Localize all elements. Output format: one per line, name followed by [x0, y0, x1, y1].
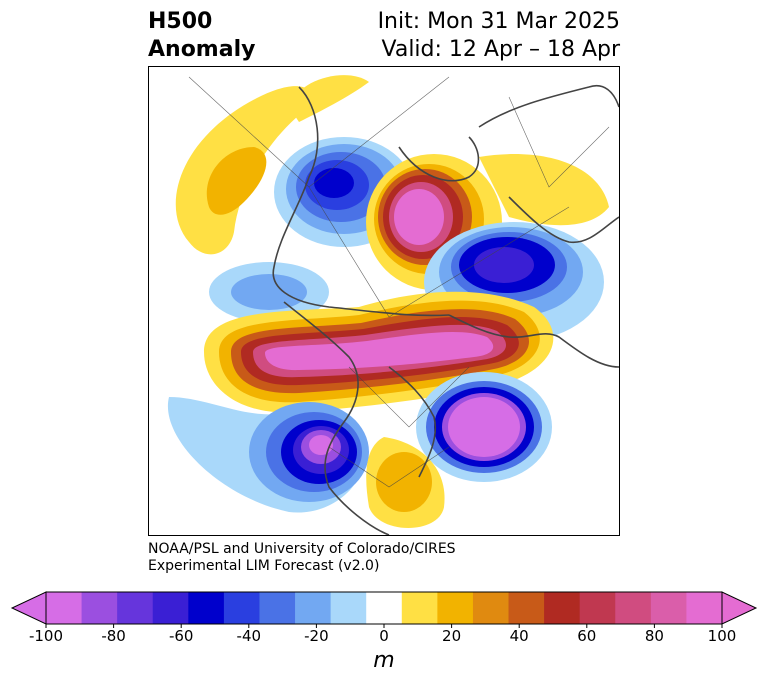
- credit-line-1: NOAA/PSL and University of Colorado/CIRE…: [148, 541, 456, 557]
- colorbar-segment: [401, 592, 438, 624]
- colorbar-segment: [152, 592, 189, 624]
- colorbar-tick-label: 0: [379, 627, 389, 645]
- map-title: H500 Anomaly: [148, 8, 255, 64]
- colorbar-tick-label: -80: [101, 627, 126, 645]
- colorbar: [10, 591, 758, 628]
- colorbar-segment: [295, 592, 332, 624]
- colorbar-segment: [615, 592, 652, 624]
- colorbar-segment: [188, 592, 225, 624]
- colorbar-tick-label: 40: [509, 627, 529, 645]
- colorbar-segment: [81, 592, 118, 624]
- anomaly-map: [148, 66, 620, 536]
- colorbar-unit: m: [373, 648, 395, 673]
- colorbar-segment: [544, 592, 581, 624]
- colorbar-segment: [117, 592, 154, 624]
- colorbar-segment: [650, 592, 687, 624]
- colorbar-segment: [259, 592, 296, 624]
- colorbar-segment: [330, 592, 367, 624]
- colorbar-tick-label: 60: [577, 627, 597, 645]
- map-svg: [167, 75, 619, 535]
- forecast-dates: Init: Mon 31 Mar 2025 Valid: 12 Apr – 18…: [378, 8, 620, 64]
- colorbar-under-arrow: [10, 591, 47, 625]
- title-quantity: Anomaly: [148, 37, 256, 62]
- colorbar-tick-label: -40: [236, 627, 262, 645]
- colorbar-tick-label: 80: [644, 627, 664, 645]
- colorbar-tick-label: -60: [168, 627, 194, 645]
- colorbar-segment: [46, 592, 83, 624]
- colorbar-segment: [579, 592, 616, 624]
- colorbar-segment: [508, 592, 545, 624]
- colorbar-tick-label: -100: [28, 627, 64, 645]
- colorbar-segment: [223, 592, 260, 624]
- colorbar-segment: [686, 592, 723, 624]
- credit-line-2: Experimental LIM Forecast (v2.0): [148, 558, 380, 574]
- colorbar-tick-label: 100: [707, 627, 737, 645]
- colorbar-segment: [366, 592, 403, 624]
- colorbar-tick-label: -20: [304, 627, 329, 645]
- init-date: Init: Mon 31 Mar 2025: [377, 9, 620, 34]
- credit-text: NOAA/PSL and University of Colorado/CIRE…: [148, 541, 456, 575]
- colorbar-over-arrow: [721, 591, 758, 625]
- valid-dates: Valid: 12 Apr – 18 Apr: [381, 37, 621, 62]
- colorbar-segment: [472, 592, 510, 624]
- colorbar-segment: [437, 592, 474, 624]
- colorbar-tick-label: 20: [442, 627, 462, 645]
- coastlines: [272, 85, 619, 535]
- title-variable: H500: [148, 9, 213, 34]
